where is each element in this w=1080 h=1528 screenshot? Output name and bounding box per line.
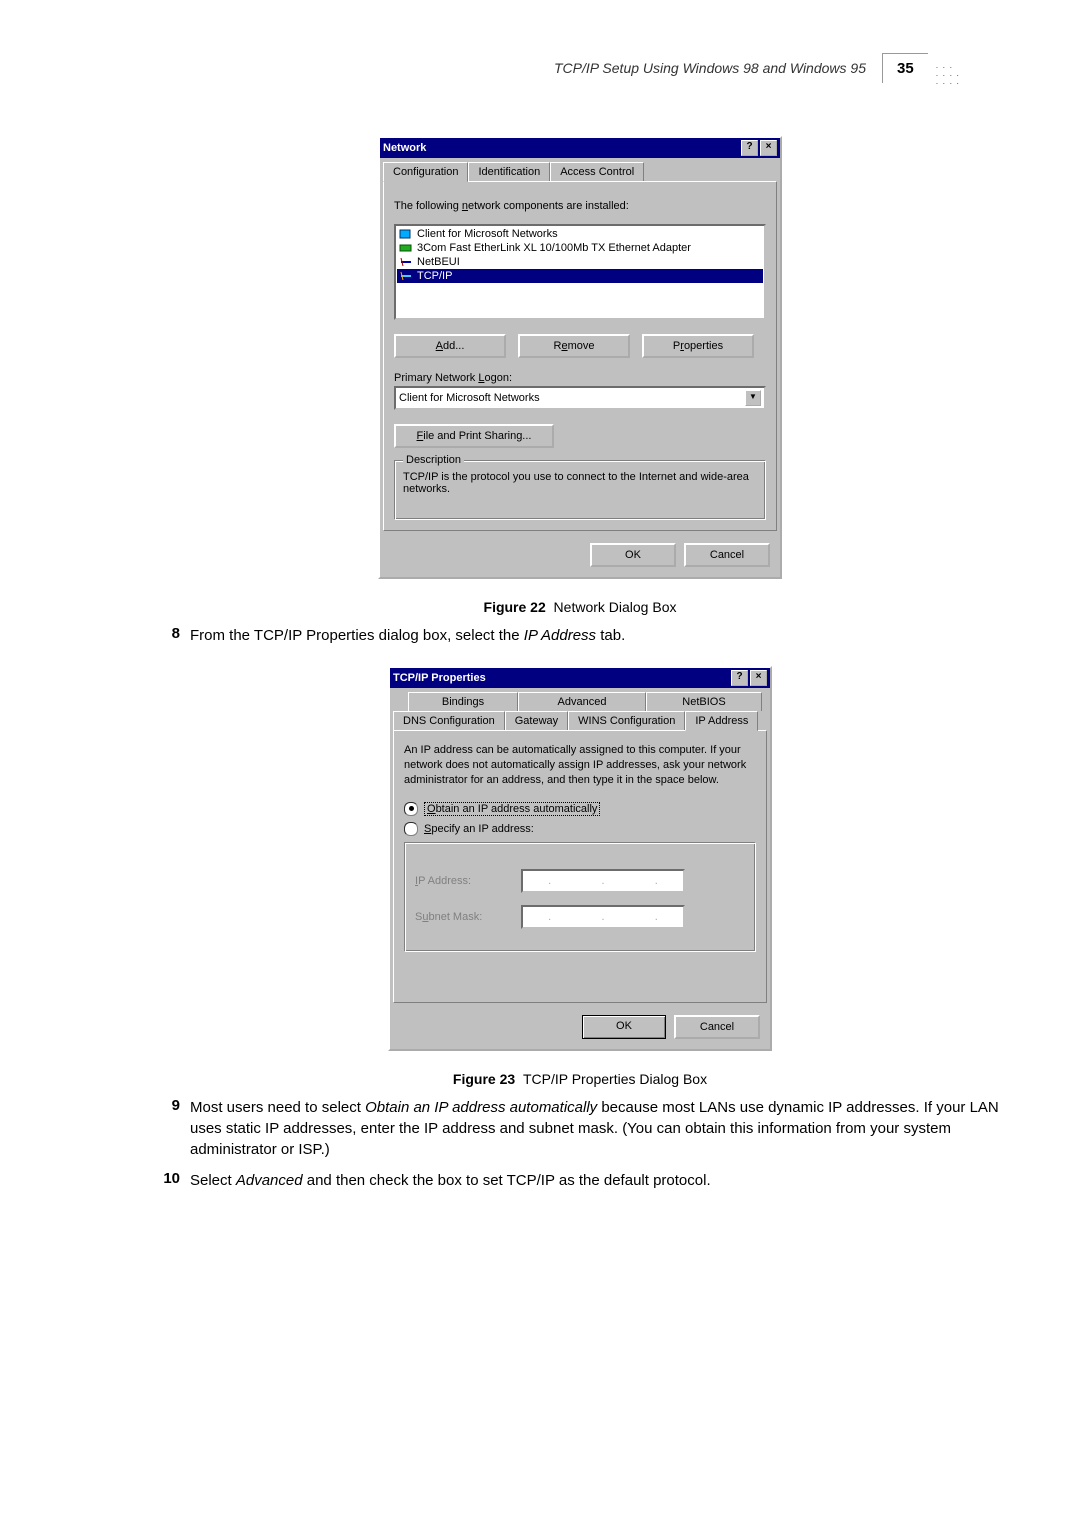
list-item[interactable]: Client for Microsoft Networks [397,227,763,241]
list-item-label: 3Com Fast EtherLink XL 10/100Mb TX Ether… [417,242,691,254]
radio-specify[interactable]: Specify an IP address: [404,822,756,836]
list-item[interactable]: NetBEUI [397,255,763,269]
protocol-icon [399,270,413,282]
tab-wins[interactable]: WINS Configuration [568,711,685,730]
page-header: TCP/IP Setup Using Windows 98 and Window… [0,50,1080,86]
cancel-button[interactable]: Cancel [684,543,770,567]
primary-logon-label: Primary Network Logon: [394,372,766,384]
tab-access-control[interactable]: Access Control [550,162,644,181]
step-num: 9 [154,1097,180,1160]
tab-advanced[interactable]: Advanced [518,692,646,711]
radio-obtain[interactable]: Obtain an IP address automatically [404,802,756,816]
figure-text: TCP/IP Properties Dialog Box [523,1071,707,1087]
list-item-label: Client for Microsoft Networks [417,228,558,240]
ip-address-label: IP Address: [415,875,507,887]
page: TCP/IP Setup Using Windows 98 and Window… [0,0,1080,1191]
tab-identification[interactable]: Identification [468,162,550,181]
network-dialog: Network ? × Configuration Identification… [378,136,782,579]
description-title: Description [403,454,464,466]
help-icon[interactable]: ? [731,670,748,686]
tab-configuration[interactable]: Configuration [383,162,468,182]
figure-23-caption: Figure 23 TCP/IP Properties Dialog Box [150,1071,1010,1087]
tab-panel: An IP address can be automatically assig… [393,730,767,1003]
step-text: From the TCP/IP Properties dialog box, s… [190,625,1010,646]
tcpip-title: TCP/IP Properties [393,672,486,684]
titlebar[interactable]: Network ? × [380,138,780,158]
tab-row: Configuration Identification Access Cont… [380,158,780,181]
tab-dns[interactable]: DNS Configuration [393,711,505,730]
properties-button[interactable]: Properties [642,334,754,358]
step-10: 10 Select Advanced and then check the bo… [150,1170,1010,1191]
components-listbox[interactable]: Client for Microsoft Networks 3Com Fast … [394,224,766,320]
titlebar[interactable]: TCP/IP Properties ? × [390,668,770,688]
network-title: Network [383,142,426,154]
list-item-label: NetBEUI [417,256,460,268]
radio-specify-label: Specify an IP address: [424,823,534,835]
subnet-mask-input[interactable]: ... [521,905,685,929]
step-text: Most users need to select Obtain an IP a… [190,1097,1010,1160]
primary-logon-dropdown[interactable]: Client for Microsoft Networks ▼ [394,386,766,410]
cancel-button[interactable]: Cancel [674,1015,760,1039]
step-num: 8 [154,625,180,646]
step-text: Select Advanced and then check the box t… [190,1170,1010,1191]
tcpip-dialog: TCP/IP Properties ? × Bindings Advanced … [388,666,772,1051]
radio-icon [404,822,418,836]
page-number: 35 [882,53,928,83]
list-item-label: TCP/IP [417,270,452,282]
subnet-mask-label: Subnet Mask: [415,911,507,923]
step-num: 10 [154,1170,180,1191]
step-8: 8 From the TCP/IP Properties dialog box,… [150,625,1010,646]
figure-22-caption: Figure 22 Network Dialog Box [150,599,1010,615]
ip-address-input[interactable]: ... [521,869,685,893]
description-text: TCP/IP is the protocol you use to connec… [403,471,757,495]
adapter-icon [399,242,413,254]
info-text: An IP address can be automatically assig… [404,743,756,788]
step-9: 9 Most users need to select Obtain an IP… [150,1097,1010,1160]
add-button[interactable]: Add... [394,334,506,358]
client-icon [399,228,413,240]
specify-group: IP Address: ... Subnet Mask: ... [404,842,756,952]
list-item-selected[interactable]: TCP/IP [397,269,763,283]
tab-bindings[interactable]: Bindings [408,692,518,711]
figure-label: Figure 23 [453,1071,515,1087]
tab-gateway[interactable]: Gateway [505,711,568,730]
list-label: The following network components are ins… [394,200,766,212]
file-print-sharing-button[interactable]: File and Print Sharing... [394,424,554,448]
help-icon[interactable]: ? [741,140,758,156]
remove-button[interactable]: Remove [518,334,630,358]
radio-obtain-label: Obtain an IP address automatically [424,802,600,816]
figure-label: Figure 22 [484,599,546,615]
ok-button[interactable]: OK [582,1015,666,1039]
radio-icon [404,802,418,816]
header-dots: · · ·· · · ·· · · · [936,50,960,86]
tab-panel: The following network components are ins… [383,181,777,531]
description-group: Description TCP/IP is the protocol you u… [394,460,766,520]
tab-netbios[interactable]: NetBIOS [646,692,762,711]
close-icon[interactable]: × [750,670,767,686]
protocol-icon [399,256,413,268]
chevron-down-icon[interactable]: ▼ [745,390,761,406]
figure-text: Network Dialog Box [554,599,677,615]
header-title: TCP/IP Setup Using Windows 98 and Window… [554,60,866,76]
ok-button[interactable]: OK [590,543,676,567]
tab-ip-address[interactable]: IP Address [685,711,758,731]
list-item[interactable]: 3Com Fast EtherLink XL 10/100Mb TX Ether… [397,241,763,255]
close-icon[interactable]: × [760,140,777,156]
dropdown-value: Client for Microsoft Networks [399,392,540,404]
